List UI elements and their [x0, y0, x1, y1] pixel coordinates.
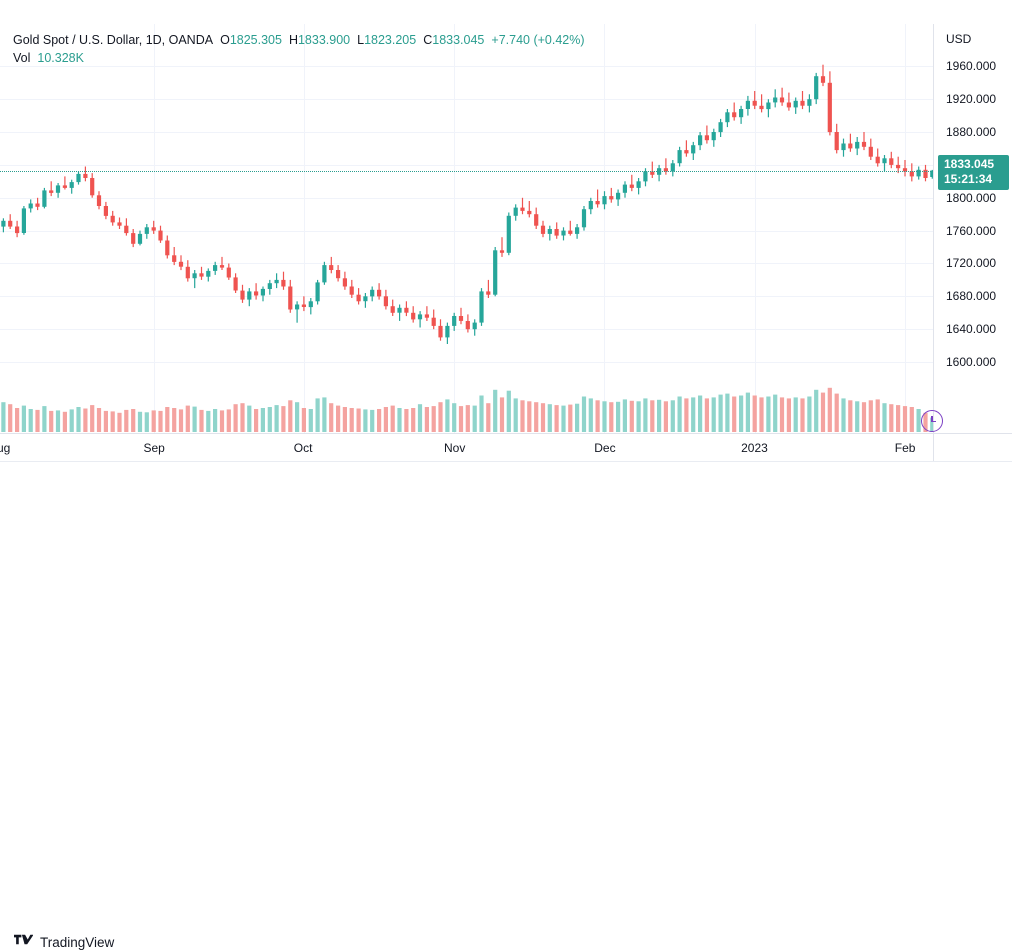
price-axis-tick-label: 1920.000: [946, 92, 997, 107]
price-axis-tick-label: 1600.000: [946, 355, 997, 370]
tradingview-branding[interactable]: TradingView: [14, 933, 114, 951]
chart-pane[interactable]: [0, 24, 933, 433]
grid-line-horizontal: [0, 263, 933, 264]
grid-line-horizontal: [0, 165, 933, 166]
time-axis-tick-label: 2023: [741, 441, 768, 455]
tradingview-label: TradingView: [40, 934, 115, 950]
currency-unit-label: USD: [946, 32, 972, 46]
time-axis-tick-label: ug: [0, 441, 11, 455]
grid-line-vertical: [454, 24, 455, 433]
tradingview-chart-widget: Gold Spot / U.S. Dollar, 1D, OANDA O1825.…: [0, 24, 1012, 950]
price-axis-tick-label: 1720.000: [946, 256, 997, 271]
price-axis[interactable]: USD 1960.0001920.0001880.0001840.0001800…: [933, 24, 1012, 433]
time-axis-tick-label: Feb: [894, 441, 916, 455]
price-axis-tick-label: 1800.000: [946, 190, 997, 205]
grid-line-vertical: [755, 24, 756, 433]
axis-corner: [933, 433, 1012, 461]
price-axis-tick-label: 1640.000: [946, 322, 997, 337]
time-axis-tick-label: Sep: [143, 441, 165, 455]
current-price-tag: 1833.045 15:21:34: [938, 154, 1009, 190]
clock-icon: [921, 410, 944, 432]
time-axis-tick-label: Dec: [594, 441, 616, 455]
tradingview-logo-icon: [14, 933, 34, 951]
price-axis-tick-label: 1960.000: [946, 59, 997, 74]
time-axis-tick-label: Nov: [444, 441, 466, 455]
grid-line-horizontal: [0, 231, 933, 232]
time-axis-tick-label: Oct: [293, 441, 313, 455]
bottom-bar: TradingView: [0, 461, 1012, 950]
grid-line-horizontal: [0, 66, 933, 67]
grid-line-horizontal: [0, 99, 933, 100]
grid-line-horizontal: [0, 362, 933, 363]
current-price-line: [0, 171, 933, 172]
grid-line-vertical: [905, 24, 906, 433]
price-axis-tick-label: 1880.000: [946, 125, 997, 140]
grid-line-vertical: [604, 24, 605, 433]
candlestick-series: [1, 64, 933, 432]
current-price-value: 1833.045: [944, 156, 995, 171]
grid-line-horizontal: [0, 198, 933, 199]
grid-line-vertical: [304, 24, 305, 433]
grid-line-horizontal: [0, 132, 933, 133]
grid-line-horizontal: [0, 329, 933, 330]
time-axis[interactable]: ug Sep Oct Nov Dec 2023 Feb: [0, 433, 933, 461]
current-price-time: 15:21:34: [944, 171, 993, 186]
grid-line-horizontal: [0, 296, 933, 297]
price-axis-tick-label: 1760.000: [946, 223, 997, 238]
price-axis-tick-label: 1680.000: [946, 289, 997, 304]
